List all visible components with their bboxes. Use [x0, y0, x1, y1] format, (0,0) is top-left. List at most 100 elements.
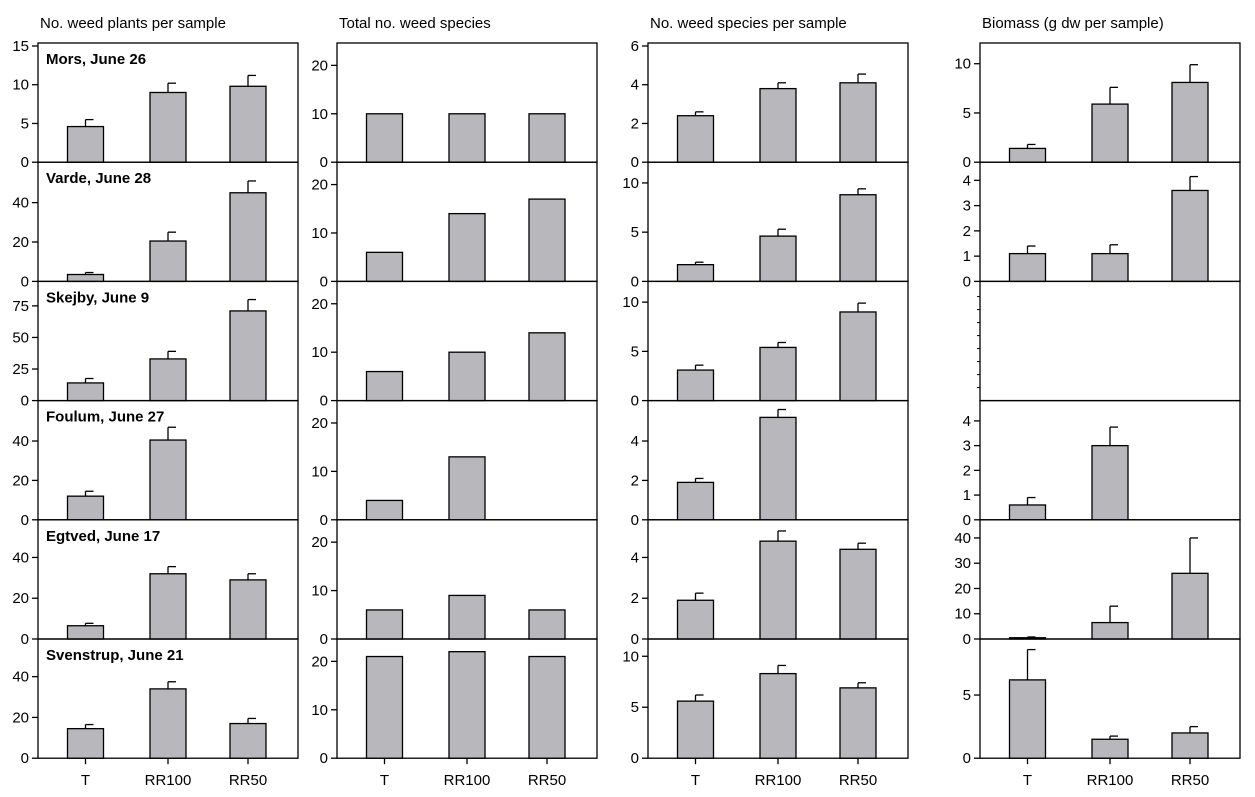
y-tick-label: 15 [12, 38, 29, 55]
y-tick-label: 0 [631, 273, 639, 290]
bar-rr50 [229, 722, 267, 759]
panel-1: 0 2 4 6 [631, 38, 909, 171]
y-tick-label: 1 [963, 487, 971, 504]
bar-t [365, 113, 404, 163]
y-tick-label: 10 [622, 648, 639, 665]
bar-rr50 [229, 192, 267, 283]
y-tick-label: 20 [954, 580, 971, 597]
bar-rr100 [759, 235, 797, 283]
x-category-label: RR100 [1087, 772, 1134, 789]
bar-rr50 [839, 82, 877, 163]
bar-t [676, 599, 715, 640]
y-tick-label: 25 [12, 361, 29, 378]
y-tick-label: 40 [12, 433, 29, 450]
bar-rr50 [1171, 81, 1209, 163]
panel-1: 0 5 10 [954, 42, 1241, 171]
y-tick-label: 4 [631, 549, 639, 566]
y-tick-label: 20 [12, 472, 29, 489]
y-tick-label: 10 [12, 77, 29, 94]
y-tick-label: 2 [631, 115, 639, 132]
bar-rr100 [149, 358, 187, 402]
panel-frame [979, 280, 1241, 402]
panel-6: 0 10 20 [311, 638, 598, 767]
y-tick-label: 75 [12, 298, 29, 315]
y-tick-label: 0 [21, 273, 29, 290]
panel-3: 0 10 20 [311, 280, 598, 410]
bar-t [365, 370, 404, 402]
y-tick-label: 6 [631, 38, 639, 55]
bar-rr100 [1091, 444, 1129, 521]
y-tick-label: 2 [963, 462, 971, 479]
bar-rr50 [1171, 189, 1209, 283]
y-tick-label: 20 [311, 534, 328, 551]
y-tick-label: 30 [954, 555, 971, 572]
bar-t [1008, 679, 1047, 759]
bar-t [676, 369, 715, 402]
x-category-label: RR50 [1171, 772, 1209, 789]
bar-rr50 [229, 85, 267, 163]
y-tick-label: 10 [622, 175, 639, 192]
bar-t [66, 273, 105, 283]
panel-6: 0 5 10 [622, 638, 909, 767]
y-tick-label: 0 [320, 750, 328, 767]
bar-t [66, 495, 105, 521]
bar-rr100 [448, 651, 486, 759]
bar-rr100 [1091, 252, 1129, 283]
y-tick-label: 5 [963, 105, 971, 122]
x-category-label: RR50 [528, 772, 566, 789]
bar-t [365, 499, 404, 521]
bar-rr100 [149, 439, 187, 521]
x-category-label: RR100 [755, 772, 802, 789]
panel-2: 0 20 40 Varde, June 28 [12, 161, 299, 290]
y-tick-label: 0 [21, 512, 29, 529]
x-category-label: RR100 [444, 772, 491, 789]
panel-4: 0 20 40 Foulum, June 27 [12, 399, 299, 529]
bar-rr100 [1091, 621, 1129, 640]
y-tick-label: 20 [311, 415, 328, 432]
site-label: Varde, June 28 [46, 170, 151, 187]
panel-5: 0 10 20 [311, 519, 598, 648]
y-tick-label: 40 [12, 669, 29, 686]
bar-t [365, 655, 404, 759]
bar-t [1008, 504, 1047, 521]
bar-rr50 [528, 198, 566, 283]
y-tick-label: 20 [311, 177, 328, 194]
y-tick-label: 10 [954, 56, 971, 73]
y-tick-label: 0 [21, 393, 29, 410]
bar-rr50 [229, 579, 267, 640]
panel-4: 0 1 2 3 4 [963, 399, 1241, 529]
y-tick-label: 3 [963, 438, 971, 455]
panel-3: 0 5 10 [622, 280, 909, 410]
bar-rr50 [1171, 732, 1209, 759]
y-tick-label: 5 [631, 224, 639, 241]
bar-rr100 [448, 212, 486, 283]
x-category-label: T [691, 772, 700, 789]
column-title: Total no. weed species [339, 15, 491, 32]
panel-1: 0 10 20 [311, 42, 598, 171]
y-tick-label: 5 [631, 343, 639, 360]
y-tick-label: 10 [311, 225, 328, 242]
panel-5: 0 10 20 30 40 [954, 519, 1241, 648]
y-tick-label: 0 [320, 273, 328, 290]
bar-t [1008, 147, 1047, 163]
y-tick-label: 40 [954, 530, 971, 547]
y-tick-label: 4 [631, 77, 639, 94]
bar-t [1008, 252, 1047, 283]
y-tick-label: 4 [963, 413, 971, 430]
chart-column-3: No. weed species per sample0246051005100… [622, 15, 909, 789]
y-tick-label: 40 [12, 195, 29, 212]
y-tick-label: 0 [963, 273, 971, 290]
y-tick-label: 0 [21, 631, 29, 648]
y-tick-label: 0 [320, 393, 328, 410]
site-label: Svenstrup, June 21 [46, 647, 184, 664]
column-title: No. weed plants per sample [40, 15, 226, 32]
bar-rr100 [448, 113, 486, 163]
y-tick-label: 10 [954, 606, 971, 623]
bar-rr100 [149, 91, 187, 163]
panel-4: 0 10 20 [311, 399, 598, 529]
bar-rr50 [839, 687, 877, 759]
bar-rr50 [528, 609, 566, 640]
x-category-label: RR50 [229, 772, 267, 789]
